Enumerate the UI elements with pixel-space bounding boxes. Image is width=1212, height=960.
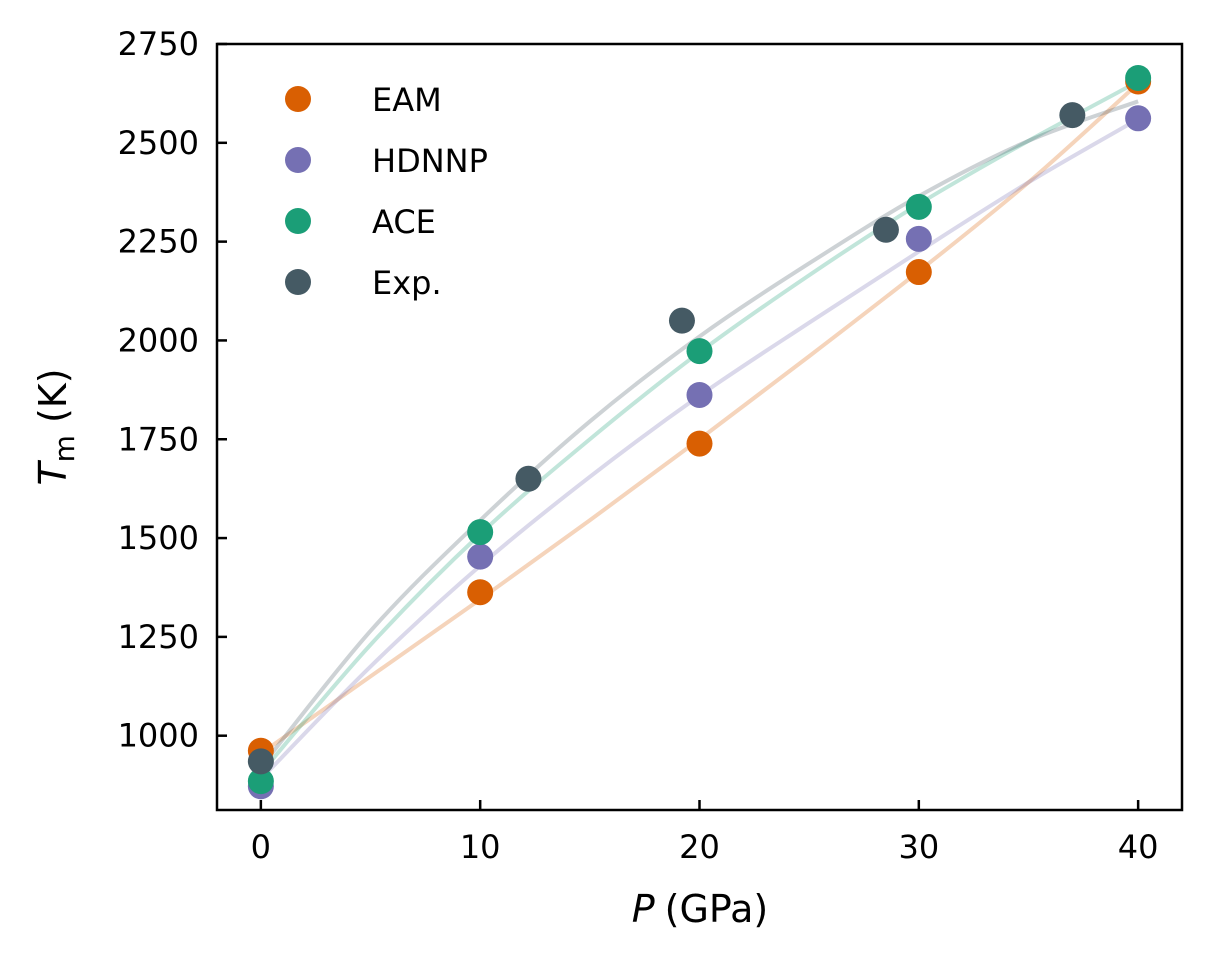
- y-tick-label: 2500: [118, 124, 199, 162]
- x-tick-label: 20: [679, 828, 720, 866]
- x-tick-label: 0: [251, 828, 271, 866]
- legend-marker-eam: [285, 86, 311, 112]
- x-tick-label: 30: [898, 828, 939, 866]
- point-hdnnp: [1125, 105, 1152, 132]
- legend-marker-ace: [285, 208, 311, 234]
- point-eam: [686, 430, 713, 457]
- y-tick-label: 2750: [118, 25, 199, 63]
- x-tick-label: 40: [1118, 828, 1159, 866]
- y-tick-label: 1250: [118, 618, 199, 656]
- y-tick-label: 2250: [118, 223, 199, 261]
- y-tick-label: 1750: [118, 420, 199, 458]
- fit-line-exp: [259, 99, 1139, 769]
- legend-marker-exp: [285, 269, 311, 295]
- x-axis-ticks: 0 10 20 30 40: [251, 800, 1159, 866]
- y-tick-label: 1000: [118, 717, 199, 755]
- point-exp: [515, 465, 542, 492]
- y-tick-label: 2000: [118, 321, 199, 359]
- legend-label-hdnnp: HDNNP: [372, 142, 488, 180]
- point-exp: [872, 216, 899, 243]
- point-eam: [905, 259, 932, 286]
- legend-label-ace: ACE: [372, 203, 436, 241]
- x-axis-symbol: P: [632, 887, 655, 931]
- legend-label-eam: EAM: [372, 81, 442, 119]
- y-tick-label: 1500: [118, 519, 199, 557]
- point-exp: [1059, 102, 1086, 129]
- x-axis-unit: (GPa): [665, 887, 769, 931]
- y-axis-subscript: m: [48, 435, 81, 462]
- point-ace: [467, 519, 494, 546]
- point-hdnnp: [686, 381, 713, 408]
- fit-lines: [259, 79, 1140, 781]
- fit-line-eam: [259, 82, 1140, 756]
- point-ace: [247, 768, 274, 795]
- point-hdnnp: [905, 225, 932, 252]
- point-ace: [686, 338, 713, 365]
- x-axis-label: P (GPa): [632, 887, 769, 931]
- point-eam: [467, 579, 494, 606]
- x-tick-label: 10: [460, 828, 501, 866]
- y-axis-unit: (K): [31, 368, 75, 423]
- point-ace: [905, 193, 932, 220]
- y-axis-label: Tm (K): [31, 368, 81, 485]
- data-points: [247, 64, 1152, 800]
- legend-marker-hdnnp: [285, 147, 311, 173]
- y-axis-symbol: T: [31, 460, 75, 486]
- legend: EAM HDNNP ACE Exp.: [285, 81, 488, 302]
- fit-line-ace: [259, 79, 1140, 775]
- plot-frame: [215, 42, 1184, 812]
- point-exp: [668, 307, 695, 334]
- point-exp: [247, 748, 274, 775]
- point-ace: [1125, 64, 1152, 91]
- point-hdnnp: [467, 543, 494, 570]
- y-axis-ticks: 1000 1250 1500 1750 2000 2250 2500 2750: [118, 25, 227, 755]
- legend-label-exp: Exp.: [372, 264, 442, 302]
